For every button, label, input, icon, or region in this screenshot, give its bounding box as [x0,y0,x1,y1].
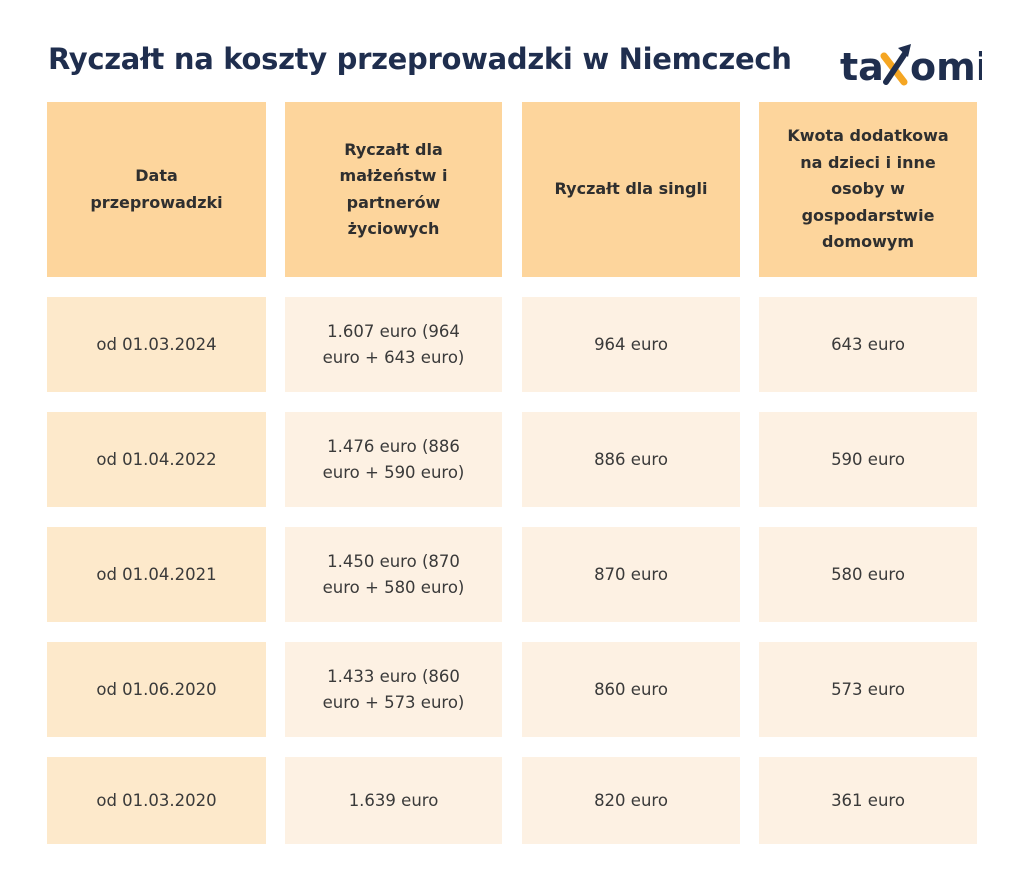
header-extra: Kwota dodatkowa na dzieci i inne osoby w go… [759,102,977,277]
table-cell-date: od 01.04.2022 [47,412,266,507]
logo-text-right: omi [910,45,982,89]
table-cell-extra: 361 euro [759,757,977,844]
header-date: Data przeprowadzki [47,102,266,277]
table-cell-couples: 1.607 euro (964 euro + 643 euro) [285,297,502,392]
table-cell-extra: 573 euro [759,642,977,737]
table-cell-extra: 590 euro [759,412,977,507]
arrow-up-right-icon [898,44,911,57]
table-cell-singles: 820 euro [522,757,740,844]
table-cell-couples: 1.476 euro (886 euro + 590 euro) [285,412,502,507]
table-cell-singles: 964 euro [522,297,740,392]
header-couples: Ryczałt dla małżeństw i partnerów życiowych [285,102,502,277]
header-singles: Ryczałt dla singli [522,102,740,277]
table-cell-extra: 643 euro [759,297,977,392]
logo-x-mark-icon [880,44,911,86]
table-cell-couples: 1.450 euro (870 euro + 580 euro) [285,527,502,622]
table-cell-couples: 1.433 euro (860 euro + 573 euro) [285,642,502,737]
table-cell-couples: 1.639 euro [285,757,502,844]
table-cell-date: od 01.03.2024 [47,297,266,392]
page-title: Ryczałt na koszty przeprowadzki w Niemcz… [48,42,792,76]
table-cell-date: od 01.06.2020 [47,642,266,737]
table-cell-date: od 01.04.2021 [47,527,266,622]
table-cell-singles: 860 euro [522,642,740,737]
taxomi-logo: ta omi [840,38,982,90]
table-cell-date: od 01.03.2020 [47,757,266,844]
table-cell-singles: 870 euro [522,527,740,622]
logo-text-left: ta [840,45,884,89]
table-cell-extra: 580 euro [759,527,977,622]
table-cell-singles: 886 euro [522,412,740,507]
